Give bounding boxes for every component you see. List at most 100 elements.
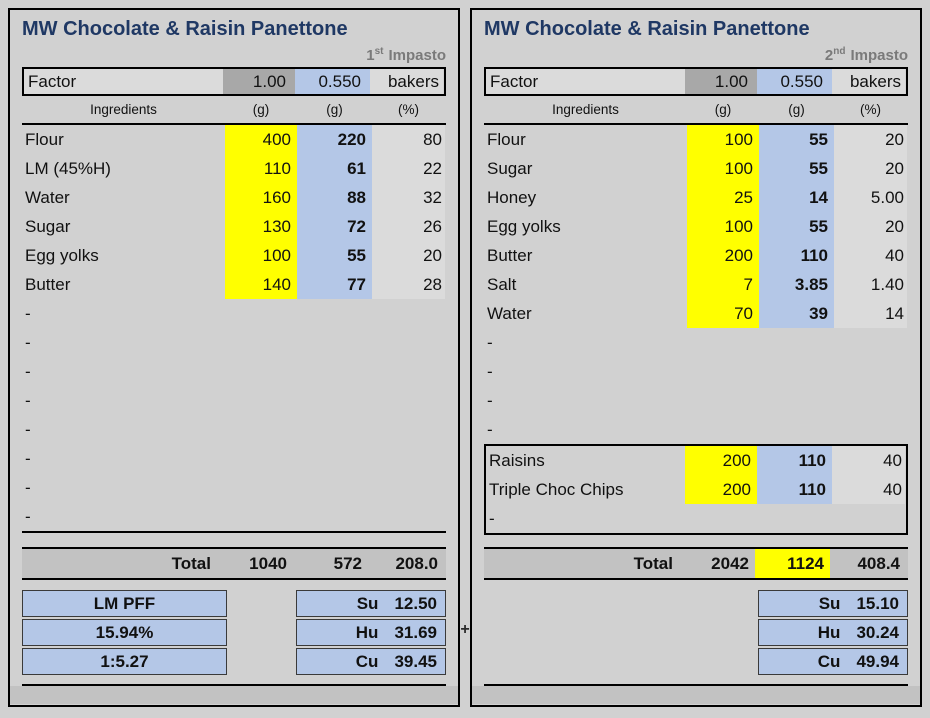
- ingredient-grams-cell[interactable]: 200: [685, 446, 757, 475]
- total-grams: 1040: [249, 554, 287, 573]
- ingredient-grams-scaled-cell: 39: [759, 299, 834, 328]
- factor-base-cell[interactable]: 1.00: [223, 69, 295, 94]
- total-row: Total 1040 572 208.0: [22, 547, 446, 580]
- ingredient-row: LM (45%H) 110 61 22: [22, 154, 446, 183]
- ingredient-table: Flour 100 55 20 Sugar 100 55 20 Honey 25…: [484, 125, 908, 444]
- footer-divider: [22, 684, 446, 686]
- ingredient-percent-cell: 1.40: [834, 270, 907, 299]
- hu-value: 30.24: [856, 623, 899, 642]
- ingredient-grams-cell[interactable]: 130: [225, 212, 297, 241]
- ingredient-percent-cell: 40: [832, 475, 905, 504]
- hu-stat: Hu 30.24: [758, 619, 908, 646]
- su-label: Su: [356, 594, 379, 613]
- col-header-grams: (g): [714, 102, 732, 117]
- total-grams: 2042: [711, 554, 749, 573]
- factor-base-cell[interactable]: 1.00: [685, 69, 757, 94]
- ingredient-grams-scaled-cell: 55: [759, 125, 834, 154]
- ingredient-grams-scaled-cell: 77: [297, 270, 372, 299]
- ingredient-percent-cell: 28: [372, 270, 445, 299]
- empty-ingredient-row: -: [484, 386, 908, 415]
- ingredient-percent-cell: 20: [834, 154, 907, 183]
- cu-label: Cu: [355, 652, 379, 671]
- column-header-row: Ingredients (g) (g) (%): [22, 96, 446, 125]
- hu-stat: Hu 31.69: [296, 619, 446, 646]
- ingredient-row: Water 160 88 32: [22, 183, 446, 212]
- su-hu-cu-box: Su 12.50 Hu 31.69 Cu 39.45: [296, 590, 446, 675]
- ingredient-row: Water 70 39 14: [484, 299, 908, 328]
- ingredient-grams-cell[interactable]: 160: [225, 183, 297, 212]
- ingredient-grams-cell[interactable]: 100: [687, 125, 759, 154]
- ingredient-grams-cell[interactable]: 100: [225, 241, 297, 270]
- hu-value: 31.69: [394, 623, 437, 642]
- ingredient-name: Water: [487, 304, 532, 323]
- lm-pff-ratio: 1:5.27: [22, 648, 227, 675]
- ingredient-name: Raisins: [489, 451, 545, 470]
- ingredient-grams-scaled-cell: 55: [297, 241, 372, 270]
- empty-ingredient-row: -: [484, 357, 908, 386]
- total-row: Total 2042 1124 408.4: [484, 547, 908, 580]
- footer-strip: [472, 686, 920, 704]
- factor-multiplier-cell[interactable]: 0.550: [295, 69, 370, 94]
- ingredient-grams-cell[interactable]: 70: [687, 299, 759, 328]
- empty-row-dash: -: [487, 333, 493, 352]
- ingredient-grams-cell[interactable]: 25: [687, 183, 759, 212]
- ingredient-table: Flour 400 220 80 LM (45%H) 110 61 22 Wat…: [22, 125, 446, 533]
- empty-ingredient-row: -: [22, 444, 446, 473]
- ingredient-grams-cell[interactable]: 110: [225, 154, 297, 183]
- empty-row-dash: -: [487, 362, 493, 381]
- ingredient-percent-cell: 14: [834, 299, 907, 328]
- cu-stat: Cu 49.94: [758, 648, 908, 675]
- impasto-label: 1st Impasto: [22, 44, 446, 64]
- factor-row: Factor 1.00 0.550 bakers: [484, 67, 908, 96]
- ingredient-name: Water: [25, 188, 70, 207]
- ingredient-row: Honey 25 14 5.00: [484, 183, 908, 212]
- hu-label: Hu: [817, 623, 841, 642]
- impasto-number: 1: [366, 47, 375, 64]
- plus-sign: +: [460, 621, 470, 638]
- ingredient-grams-cell[interactable]: 100: [687, 154, 759, 183]
- empty-ingredient-row: -: [22, 473, 446, 502]
- ingredient-percent-cell: 80: [372, 125, 445, 154]
- ingredient-grams-cell[interactable]: 7: [687, 270, 759, 299]
- ingredient-grams-cell[interactable]: 200: [685, 475, 757, 504]
- impasto-number: 2: [824, 47, 834, 64]
- ingredient-grams-scaled-cell: 110: [759, 241, 834, 270]
- ingredient-row: Flour 400 220 80: [22, 125, 446, 154]
- total-percent: 208.0: [395, 554, 438, 573]
- ingredient-grams-scaled-cell: 110: [757, 475, 832, 504]
- ingredient-grams-scaled-cell: 72: [297, 212, 372, 241]
- ingredient-row: Egg yolks 100 55 20: [22, 241, 446, 270]
- ingredient-name: Butter: [487, 246, 533, 265]
- ingredient-grams-cell[interactable]: 400: [225, 125, 297, 154]
- empty-row-dash: -: [25, 420, 31, 439]
- empty-ingredient-row: -: [486, 504, 906, 533]
- ingredient-name: Salt: [487, 275, 517, 294]
- col-header-ingredients: Ingredients: [552, 102, 619, 117]
- ingredient-grams-cell[interactable]: 200: [687, 241, 759, 270]
- ingredient-percent-cell: 40: [834, 241, 907, 270]
- empty-row-dash: -: [487, 420, 493, 439]
- page-title: MW Chocolate & Raisin Panettone: [484, 18, 810, 40]
- factor-label: Factor: [486, 69, 685, 94]
- empty-ingredient-row: -: [22, 386, 446, 415]
- su-stat: Su 15.10: [758, 590, 908, 617]
- ingredient-grams-scaled-cell: 110: [757, 446, 832, 475]
- factor-unit-label: bakers: [370, 69, 443, 94]
- ingredient-grams-cell[interactable]: 140: [225, 270, 297, 299]
- empty-row-dash: -: [25, 391, 31, 410]
- empty-row-dash: -: [25, 449, 31, 468]
- ingredient-name: Egg yolks: [487, 217, 561, 236]
- ingredient-grams-scaled-cell: 55: [759, 212, 834, 241]
- cu-value: 49.94: [856, 652, 899, 671]
- ingredient-grams-scaled-cell: 14: [759, 183, 834, 212]
- col-header-percent: (%): [860, 102, 881, 117]
- factor-multiplier-cell[interactable]: 0.550: [757, 69, 832, 94]
- lm-pff-percent: 15.94%: [22, 619, 227, 646]
- su-value: 12.50: [394, 594, 437, 613]
- ingredient-grams-scaled-cell: 55: [759, 154, 834, 183]
- ingredient-grams-cell[interactable]: 100: [687, 212, 759, 241]
- factor-row: Factor 1.00 0.550 bakers: [22, 67, 446, 96]
- summary-stats: LM PFF 15.94% 1:5.27 Su 12.50 Hu 31.69 Cu 3…: [22, 590, 446, 675]
- empty-ingredient-row: -: [22, 357, 446, 386]
- ingredient-row: Flour 100 55 20: [484, 125, 908, 154]
